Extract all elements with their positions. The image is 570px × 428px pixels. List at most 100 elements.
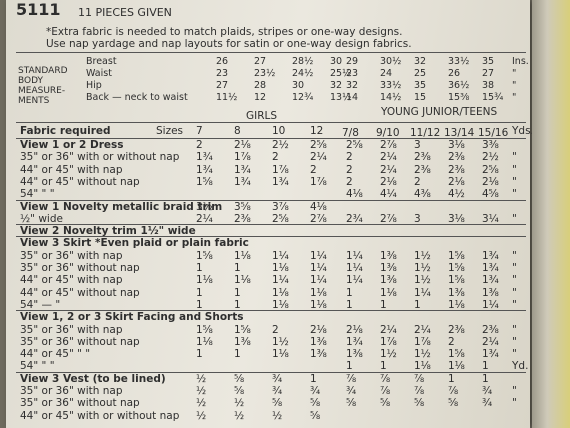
measure-label: BODY: [18, 76, 44, 86]
section-heading: View 3 Vest (to be lined): [20, 372, 166, 385]
girls-value: 2⅛: [234, 139, 251, 151]
teens-value: 1: [346, 298, 353, 311]
unit: ": [512, 335, 517, 348]
teens-value: 1¾: [482, 274, 499, 287]
teens-value: 1⅜: [448, 286, 465, 299]
teens-value: 1: [380, 360, 387, 373]
measure-name: Back — neck to waist: [86, 92, 188, 103]
girls-value: 30: [330, 56, 343, 67]
section-heading: View 2 Novelty trim 1½" wide: [20, 225, 196, 238]
girls-value: ½: [272, 409, 283, 422]
girls-value: 1⅜: [310, 348, 327, 361]
section-heading: View 1 or 2 Dress: [20, 139, 124, 151]
teens-value: 2: [346, 175, 353, 188]
girls-value: 1: [234, 286, 241, 299]
teens-value: 36½: [448, 80, 470, 91]
teens-value: 1¾: [346, 335, 363, 348]
rule: [16, 310, 526, 312]
teens-value: 1½: [414, 262, 431, 274]
unit: Ins.: [512, 56, 529, 67]
girls-value: 27: [254, 56, 267, 67]
teens-value: 3⅜: [482, 139, 499, 151]
fabric-width: 35" or 36" without nap: [20, 262, 140, 274]
girls-value: 1⅛: [196, 335, 213, 348]
unit: ": [512, 68, 517, 79]
girls-value: 1⅜: [310, 335, 327, 348]
girls-value: 4⅛: [310, 200, 327, 213]
teens-value: 1½: [414, 274, 431, 287]
girls-value: 1½: [272, 335, 289, 348]
teens-value: 33½: [380, 80, 402, 91]
girls-value: 28: [254, 80, 267, 91]
girls-value: 23: [216, 68, 229, 79]
girls-value: 1: [310, 372, 317, 385]
unit: ": [512, 175, 517, 188]
teens-value: 35: [482, 56, 495, 67]
girls-value: 1⅛: [272, 286, 289, 299]
teens-value: 2¼: [380, 151, 397, 164]
teens-value: 4¼: [380, 188, 397, 201]
girls-value: 27: [216, 80, 229, 91]
teens-value: 1¾: [482, 348, 499, 361]
girls-value: ½: [196, 372, 207, 385]
group-girls: GIRLS: [246, 110, 278, 122]
rule: [16, 371, 526, 373]
girls-value: 1¾: [196, 151, 213, 164]
girls-value: 25½: [330, 68, 352, 79]
girls-value: 23½: [254, 68, 276, 79]
unit: ": [512, 274, 517, 287]
girls-value: 30: [292, 80, 305, 91]
teens-value: ⅞: [380, 385, 391, 397]
teens-size: 11/12: [410, 127, 441, 139]
teens-value: 2⅞: [380, 212, 397, 225]
girls-value: 1¾: [196, 163, 213, 176]
teens-value: 2¼: [380, 323, 397, 336]
fabric-width: 54" " ": [20, 188, 55, 201]
girls-value: ⅝: [310, 409, 321, 422]
girls-value: 2⅝: [272, 212, 289, 225]
teens-value: 1⅝: [448, 348, 465, 361]
girls-value: 1⅛: [272, 262, 289, 274]
fabric-width: 44" or 45" without nap: [20, 175, 140, 188]
teens-value: 32: [414, 56, 427, 67]
teens-value: 2¼: [414, 323, 431, 336]
pieces-given: 11 PIECES GIVEN: [78, 6, 172, 19]
teens-value: 2⅞: [380, 139, 397, 151]
girls-value: 2⅝: [310, 139, 327, 151]
girls-value: 1: [196, 286, 203, 299]
teens-value: 15: [414, 92, 427, 103]
girls-value: ¾: [272, 372, 283, 385]
fabric-width: 44" or 45" " ": [20, 348, 91, 361]
girls-value: 1⅞: [310, 175, 327, 188]
girls-value: 1⅛: [234, 249, 251, 262]
girls-value: 1¼: [272, 249, 289, 262]
measure-label: MEASURE-: [18, 86, 66, 96]
measure-name: Breast: [86, 56, 117, 67]
teens-value: 2⅛: [482, 175, 499, 188]
rule: [16, 224, 526, 226]
fabric-width: 44" or 45" with nap: [20, 274, 123, 287]
teens-value: 27: [482, 68, 495, 79]
teens-value: 1½: [414, 348, 431, 361]
teens-value: ⅞: [346, 372, 357, 385]
fabric-width: 35" or 36" with or without nap: [20, 151, 180, 164]
girls-value: 3⅝: [234, 200, 251, 213]
girls-value: 2: [272, 151, 279, 164]
teens-value: 2: [414, 175, 421, 188]
teens-value: ⅝: [346, 397, 357, 410]
note: Use nap yardage and nap layouts for sati…: [46, 38, 412, 50]
girls-value: 12¾: [292, 92, 314, 103]
fabric-width: 35" or 36" with nap: [20, 323, 123, 336]
girls-value: 1⅛: [310, 298, 327, 311]
teens-value: 1⅜: [482, 286, 499, 299]
girls-value: 2¼: [310, 151, 327, 164]
girls-value: 1⅞: [234, 151, 251, 164]
rule: [16, 138, 526, 139]
measure-name: Waist: [86, 68, 112, 79]
girls-value: ¾: [272, 385, 283, 397]
teens-value: 2⅜: [448, 323, 465, 336]
girls-size: 7: [196, 125, 203, 137]
teens-value: 2½: [482, 151, 499, 164]
teens-value: 30½: [380, 56, 402, 67]
teens-value: 4½: [448, 188, 465, 201]
